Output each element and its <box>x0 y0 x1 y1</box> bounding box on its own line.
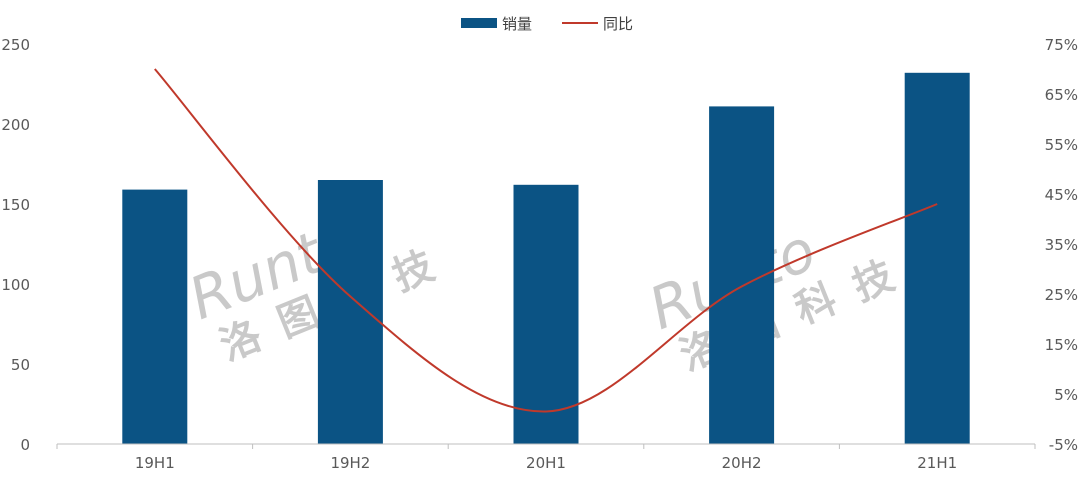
legend-line-label: 同比 <box>603 15 633 33</box>
y-right-tick-label: 15% <box>1045 336 1078 354</box>
y-right-tick-label: 25% <box>1045 286 1078 304</box>
y-left-ticks: 0 50 100 150 200 250 <box>1 36 30 454</box>
y-right-tick-label: -5% <box>1049 436 1078 454</box>
x-tick-label: 20H2 <box>722 454 762 472</box>
y-right-tick-label: 55% <box>1045 136 1078 154</box>
y-left-tick-label: 200 <box>1 116 30 134</box>
y-left-tick-label: 150 <box>1 196 30 214</box>
legend: 销量 同比 <box>461 15 633 33</box>
legend-bar-label: 销量 <box>502 15 532 33</box>
bar-21H1 <box>904 72 970 445</box>
x-tick-label: 20H1 <box>526 454 566 472</box>
bars <box>122 72 970 445</box>
y-right-tick-label: 45% <box>1045 186 1078 204</box>
x-ticks: 19H1 19H2 20H1 20H2 21H1 <box>56 444 1036 472</box>
yoy-line <box>154 68 938 413</box>
x-tick-label: 19H2 <box>330 454 370 472</box>
bar-19H2 <box>317 180 383 444</box>
y-right-tick-label: 75% <box>1045 36 1078 54</box>
legend-bar-swatch <box>461 18 497 28</box>
bar-19H1 <box>122 189 188 444</box>
y-right-tick-label: 65% <box>1045 86 1078 104</box>
x-tick-label: 19H1 <box>135 454 175 472</box>
x-tick-label: 21H1 <box>917 454 957 472</box>
y-left-tick-label: 50 <box>11 356 30 374</box>
y-left-tick-label: 100 <box>1 276 30 294</box>
y-right-ticks: -5% 5% 15% 25% 35% 45% 55% 65% 75% <box>1045 36 1078 454</box>
y-left-tick-label: 0 <box>20 436 30 454</box>
y-right-tick-label: 35% <box>1045 236 1078 254</box>
y-left-tick-label: 250 <box>1 36 30 54</box>
y-right-tick-label: 5% <box>1054 386 1078 404</box>
bar-20H1 <box>513 184 579 445</box>
